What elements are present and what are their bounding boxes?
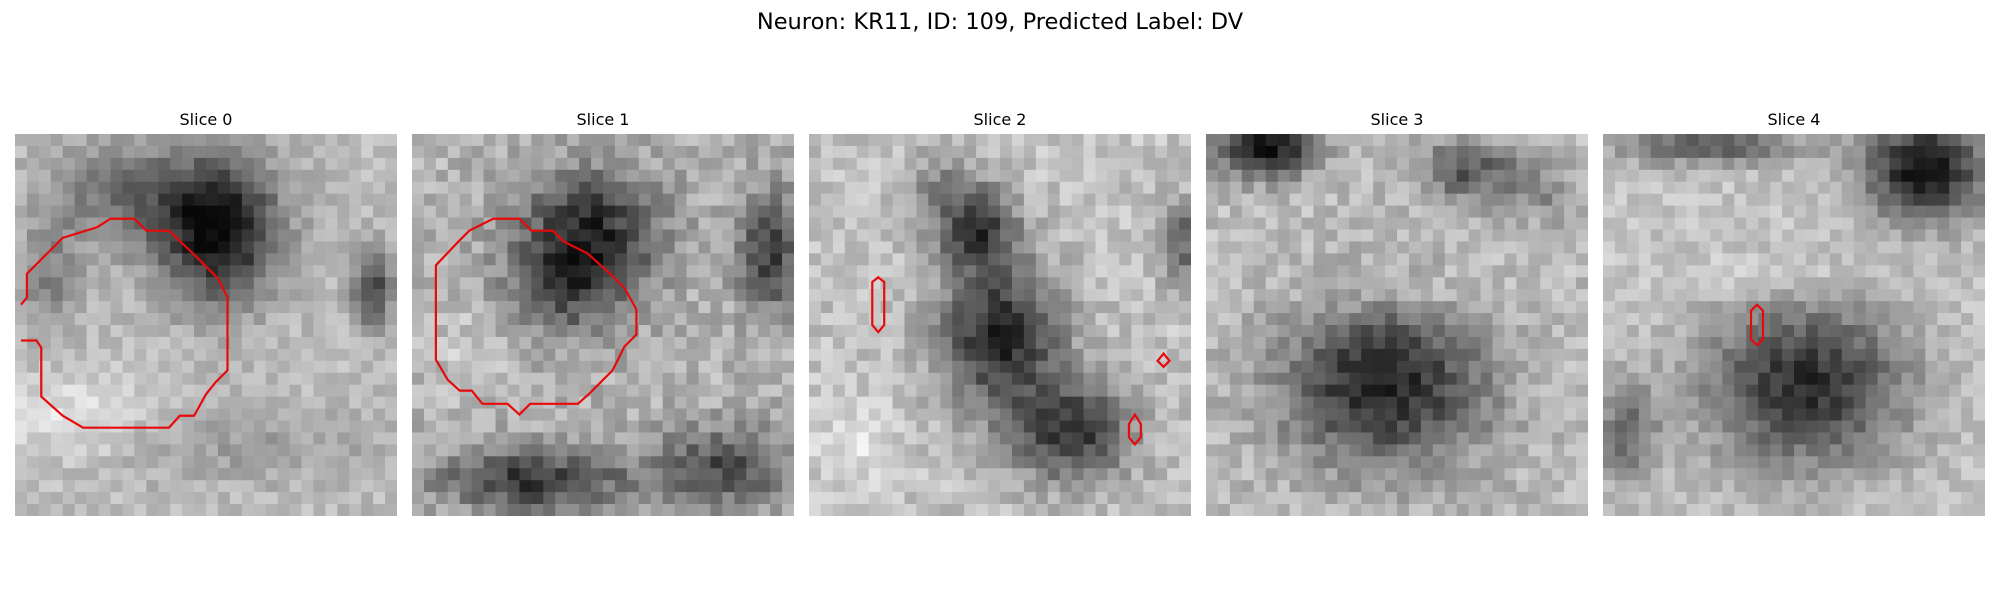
grayscale-slice bbox=[15, 134, 397, 516]
contour-overlay bbox=[871, 275, 1171, 447]
slice-image bbox=[1206, 134, 1588, 516]
slice-image bbox=[412, 134, 794, 516]
grayscale-slice bbox=[1206, 134, 1588, 516]
slice-image-svg bbox=[1206, 134, 1588, 516]
roi-contour bbox=[20, 217, 229, 429]
slice-image bbox=[809, 134, 1191, 516]
slice-title: Slice 1 bbox=[576, 110, 630, 129]
slice-title: Slice 2 bbox=[973, 110, 1027, 129]
slice-title: Slice 3 bbox=[1370, 110, 1424, 129]
slice-image-svg bbox=[809, 134, 1191, 516]
slice-image bbox=[15, 134, 397, 516]
slice-title: Slice 0 bbox=[179, 110, 233, 129]
roi-contour bbox=[1127, 412, 1142, 447]
roi-contour bbox=[871, 275, 886, 334]
roi-contour bbox=[434, 217, 638, 417]
contour-overlay bbox=[1749, 303, 1765, 347]
slice-image-svg bbox=[1603, 134, 1985, 516]
slice-image bbox=[1603, 134, 1985, 516]
slice-title: Slice 4 bbox=[1767, 110, 1821, 129]
grayscale-slice bbox=[809, 134, 1191, 516]
grayscale-slice bbox=[1603, 134, 1985, 516]
figure-title: Neuron: KR11, ID: 109, Predicted Label: … bbox=[756, 9, 1244, 35]
roi-contour bbox=[1156, 351, 1171, 369]
contour-overlay bbox=[20, 217, 229, 429]
contour-overlay bbox=[434, 217, 638, 417]
slice-image-svg bbox=[412, 134, 794, 516]
roi-contour bbox=[1749, 303, 1765, 347]
grayscale-slice bbox=[412, 134, 794, 516]
slice-image-svg bbox=[15, 134, 397, 516]
